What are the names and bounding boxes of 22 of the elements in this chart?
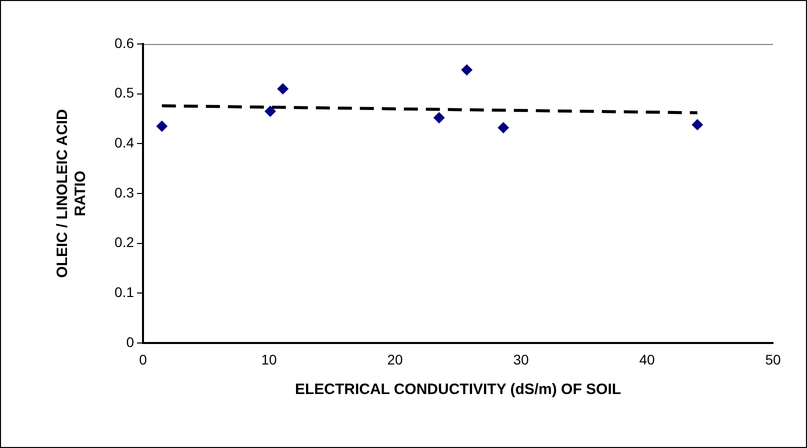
y-axis-title: OLEIC / LINOLEIC ACID RATIO [54, 109, 90, 278]
point [692, 119, 703, 130]
x-tick-label: 0 [139, 351, 148, 368]
x-tick-label: 50 [765, 351, 781, 368]
y-tick-label: 0.1 [114, 284, 134, 300]
y-tick-label: 0.2 [114, 234, 134, 250]
y-tick-label: 0.6 [114, 34, 134, 51]
x-axis-title: ELECTRICAL CONDUCTIVITY (dS/m) OF SOIL [294, 381, 622, 398]
x-tick-label: 30 [513, 351, 529, 368]
point [156, 120, 168, 132]
x-tick-label: 40 [639, 351, 655, 368]
point [277, 83, 288, 94]
y-tick-label: 0 [126, 334, 134, 350]
point [461, 64, 472, 76]
point [264, 106, 276, 117]
y-tick-label: 0.4 [114, 134, 134, 151]
x-tick-label: 10 [261, 351, 277, 368]
point [434, 112, 445, 124]
y-tick-label: 0.5 [114, 84, 134, 101]
x-tick-label: 20 [387, 351, 403, 368]
point [498, 122, 509, 134]
y-tick-label: 0.3 [114, 184, 134, 200]
